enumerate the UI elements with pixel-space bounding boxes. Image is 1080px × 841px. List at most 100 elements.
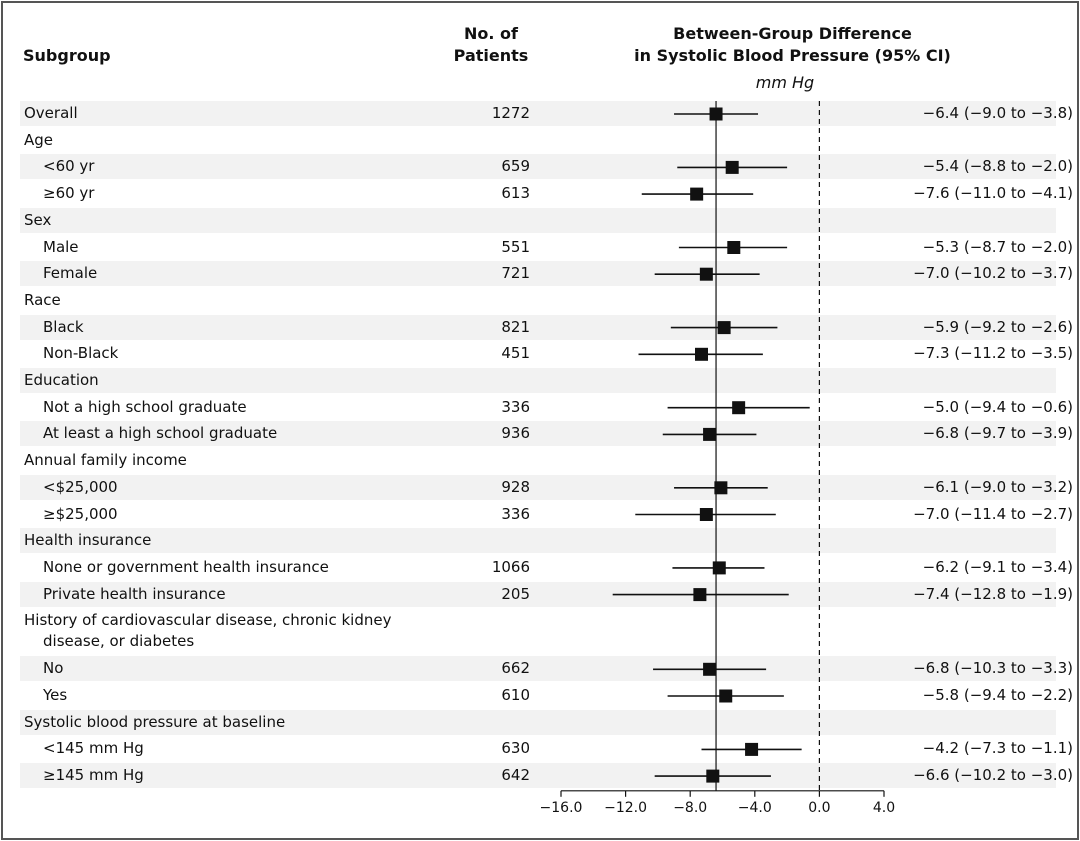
subgroup-label: Private health insurance [43,584,226,603]
subgroup-heading-row: Sex [20,207,1056,233]
point-estimate-marker [745,742,759,756]
estimate-text: −6.4 (−9.0 to −3.8) [922,104,1073,122]
point-estimate-marker [714,481,728,495]
subgroup-heading-row: Health insurance [20,528,1056,554]
point-estimate-marker [706,769,720,783]
x-tick-label: −16.0 [540,800,583,816]
estimate-text: −5.4 (−8.8 to −2.0) [922,157,1073,176]
subgroup-heading-row: Age [20,128,1056,153]
patient-count: 659 [501,157,530,176]
table-row: ≥145 mm Hg 642 −6.6 (−10.2 to −3.0) [20,763,1073,789]
subgroup-label: History of cardiovascular disease, chron… [24,611,392,630]
point-estimate-marker [693,588,707,602]
subgroup-label: <$25,000 [43,477,118,496]
patient-count: 821 [501,317,530,336]
estimate-text: −6.6 (−10.2 to −3.0) [913,766,1073,785]
estimate-text: −6.2 (−9.1 to −3.4) [922,557,1073,576]
patient-count: 630 [501,739,530,758]
table-row: Yes 610 −5.8 (−9.4 to −2.2) [20,683,1073,708]
point-estimate-marker [732,401,746,415]
difference-header-line1: Between-Group Difference [673,24,912,43]
subgroup-heading-row: Race [20,288,1056,313]
table-row: At least a high school graduate 936 −6.8 (… [20,421,1073,447]
subgroup-label: At least a high school graduate [43,424,278,443]
estimate-text: −7.4 (−12.8 to −1.9) [913,584,1073,603]
subgroup-label-continued: disease, or diabetes [43,632,195,651]
point-estimate-marker [712,561,726,575]
point-estimate-marker [699,267,713,281]
patients-header: No. of Patients [441,23,541,67]
patients-header-line1: No. of [464,24,518,43]
table-row: Overall 1272 −6.4 (−9.0 to −3.8) [20,101,1073,126]
subgroup-label: ≥145 mm Hg [43,766,144,785]
patient-count: 205 [501,584,530,603]
point-estimate-marker [703,662,717,676]
difference-header-line2: in Systolic Blood Pressure (95% CI) [634,46,951,65]
table-row: Not a high school graduate 336 −5.0 (−9.4 … [20,395,1073,420]
estimate-text: −4.2 (−7.3 to −1.1) [922,739,1073,758]
subgroup-label: ≥60 yr [43,184,95,203]
subgroup-label: Annual family income [24,451,187,470]
subgroup-label: Female [43,264,98,283]
table-row: <60 yr 659 −5.4 (−8.8 to −2.0) [20,154,1073,180]
table-row: <$25,000 928 −6.1 (−9.0 to −3.2) [20,474,1073,500]
x-tick-label: −8.0 [673,800,707,816]
point-estimate-marker [725,160,739,174]
subgroup-label: Education [24,371,99,389]
estimate-text: −5.3 (−8.7 to −2.0) [922,237,1073,256]
subgroup-label: Age [24,130,54,149]
estimate-text: −5.9 (−9.2 to −2.6) [922,317,1073,336]
unit-label: mm Hg [755,73,815,92]
x-tick-label: 0.0 [808,800,830,816]
patient-count: 662 [501,659,530,678]
patient-count: 1272 [491,104,530,122]
subgroup-heading-row: Education [20,368,1056,393]
subgroup-label: Black [43,317,84,336]
table-row: Female 721 −7.0 (−10.2 to −3.7) [20,261,1073,287]
point-estimate-marker [719,689,733,703]
patient-count: 1066 [491,557,530,576]
point-estimate-marker [727,241,741,254]
subgroup-heading-row: Annual family income [20,448,1056,473]
subgroup-label: Yes [43,686,68,704]
table-row: Black 821 −5.9 (−9.2 to −2.6) [20,314,1073,340]
subgroup-label: Not a high school graduate [43,397,247,416]
patient-count: 642 [501,766,530,785]
table-row: Male 551 −5.3 (−8.7 to −2.0) [20,235,1073,260]
subgroup-heading-row: History of cardiovascular disease, chron… [20,608,1056,654]
point-estimate-marker [690,187,704,201]
point-estimate-marker [709,107,723,121]
point-estimate-marker [695,347,709,361]
patient-count: 610 [501,686,530,704]
point-estimate-marker [717,321,731,335]
subgroup-label: Systolic blood pressure at baseline [24,712,286,731]
subgroup-label: Overall [24,104,78,122]
patient-count: 936 [501,424,530,443]
patient-count: 721 [501,264,530,283]
table-row: Non-Black 451 −7.3 (−11.2 to −3.5) [20,341,1073,366]
subgroup-heading-row: Systolic blood pressure at baseline [20,709,1056,735]
estimate-text: −6.1 (−9.0 to −3.2) [922,477,1073,496]
estimate-text: −7.0 (−11.4 to −2.7) [913,504,1073,523]
table-row: <145 mm Hg 630 −4.2 (−7.3 to −1.1) [20,736,1073,761]
subgroup-header: Subgroup [23,46,111,65]
patient-count: 613 [501,184,530,203]
estimate-text: −5.0 (−9.4 to −0.6) [922,397,1073,416]
table-row: ≥$25,000 336 −7.0 (−11.4 to −2.7) [20,502,1073,527]
patient-count: 336 [501,504,530,523]
patient-count: 928 [501,477,530,496]
subgroup-label: <145 mm Hg [43,739,144,758]
x-tick-label: −4.0 [738,800,772,816]
patient-count: 451 [501,344,530,363]
subgroup-label: Health insurance [24,531,152,550]
patients-header-line2: Patients [453,46,529,65]
table-row: Private health insurance 205 −7.4 (−12.8 t… [20,581,1073,607]
subgroup-label: Race [24,290,61,309]
patient-count: 336 [501,397,530,416]
estimate-text: −7.3 (−11.2 to −3.5) [913,344,1073,363]
patient-count: 551 [501,237,530,256]
table-row: ≥60 yr 613 −7.6 (−11.0 to −4.1) [20,181,1073,206]
subgroup-label: No [43,659,64,678]
x-tick-label: −12.0 [604,800,647,816]
